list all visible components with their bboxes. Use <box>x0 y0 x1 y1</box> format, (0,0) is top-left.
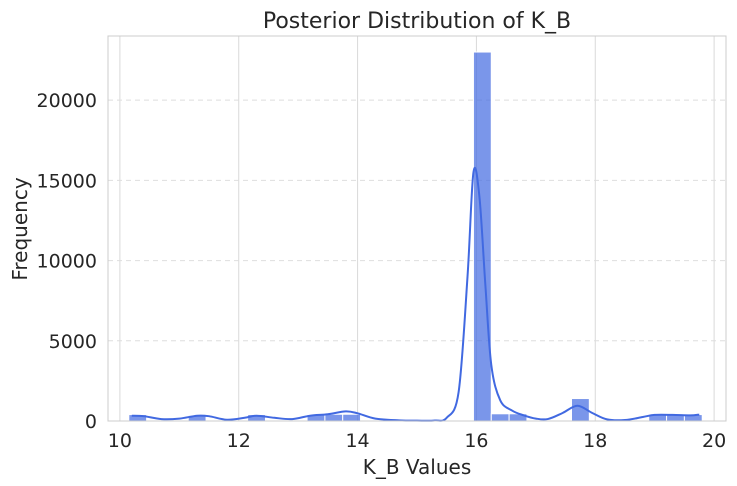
chart-title: Posterior Distribution of K_B <box>263 9 571 34</box>
y-tick-label: 0 <box>85 411 97 433</box>
y-axis-label: Frequency <box>8 177 32 280</box>
x-tick-label: 18 <box>583 430 607 452</box>
plot-border <box>107 35 727 422</box>
x-tick-labels: 10 12 14 16 18 20 <box>108 430 726 452</box>
plot-frame <box>107 35 727 422</box>
x-tick-label: 16 <box>464 430 488 452</box>
y-tick-label: 5000 <box>49 331 97 353</box>
grid-lines <box>108 36 726 421</box>
kde-curve <box>131 166 700 422</box>
x-tick-label: 10 <box>108 430 132 452</box>
x-tick-label: 20 <box>702 430 726 452</box>
y-tick-label: 15000 <box>37 170 97 192</box>
y-tick-labels: 0 5000 10000 15000 20000 <box>37 90 97 433</box>
x-tick-label: 14 <box>345 430 369 452</box>
histogram-bar <box>342 413 362 422</box>
x-axis-label: K_B Values <box>363 455 472 479</box>
kde-curve-group <box>131 166 700 422</box>
y-tick-label: 20000 <box>37 90 97 112</box>
y-tick-label: 10000 <box>37 251 97 273</box>
x-tick-label: 12 <box>227 430 251 452</box>
histogram-bar <box>490 413 510 422</box>
